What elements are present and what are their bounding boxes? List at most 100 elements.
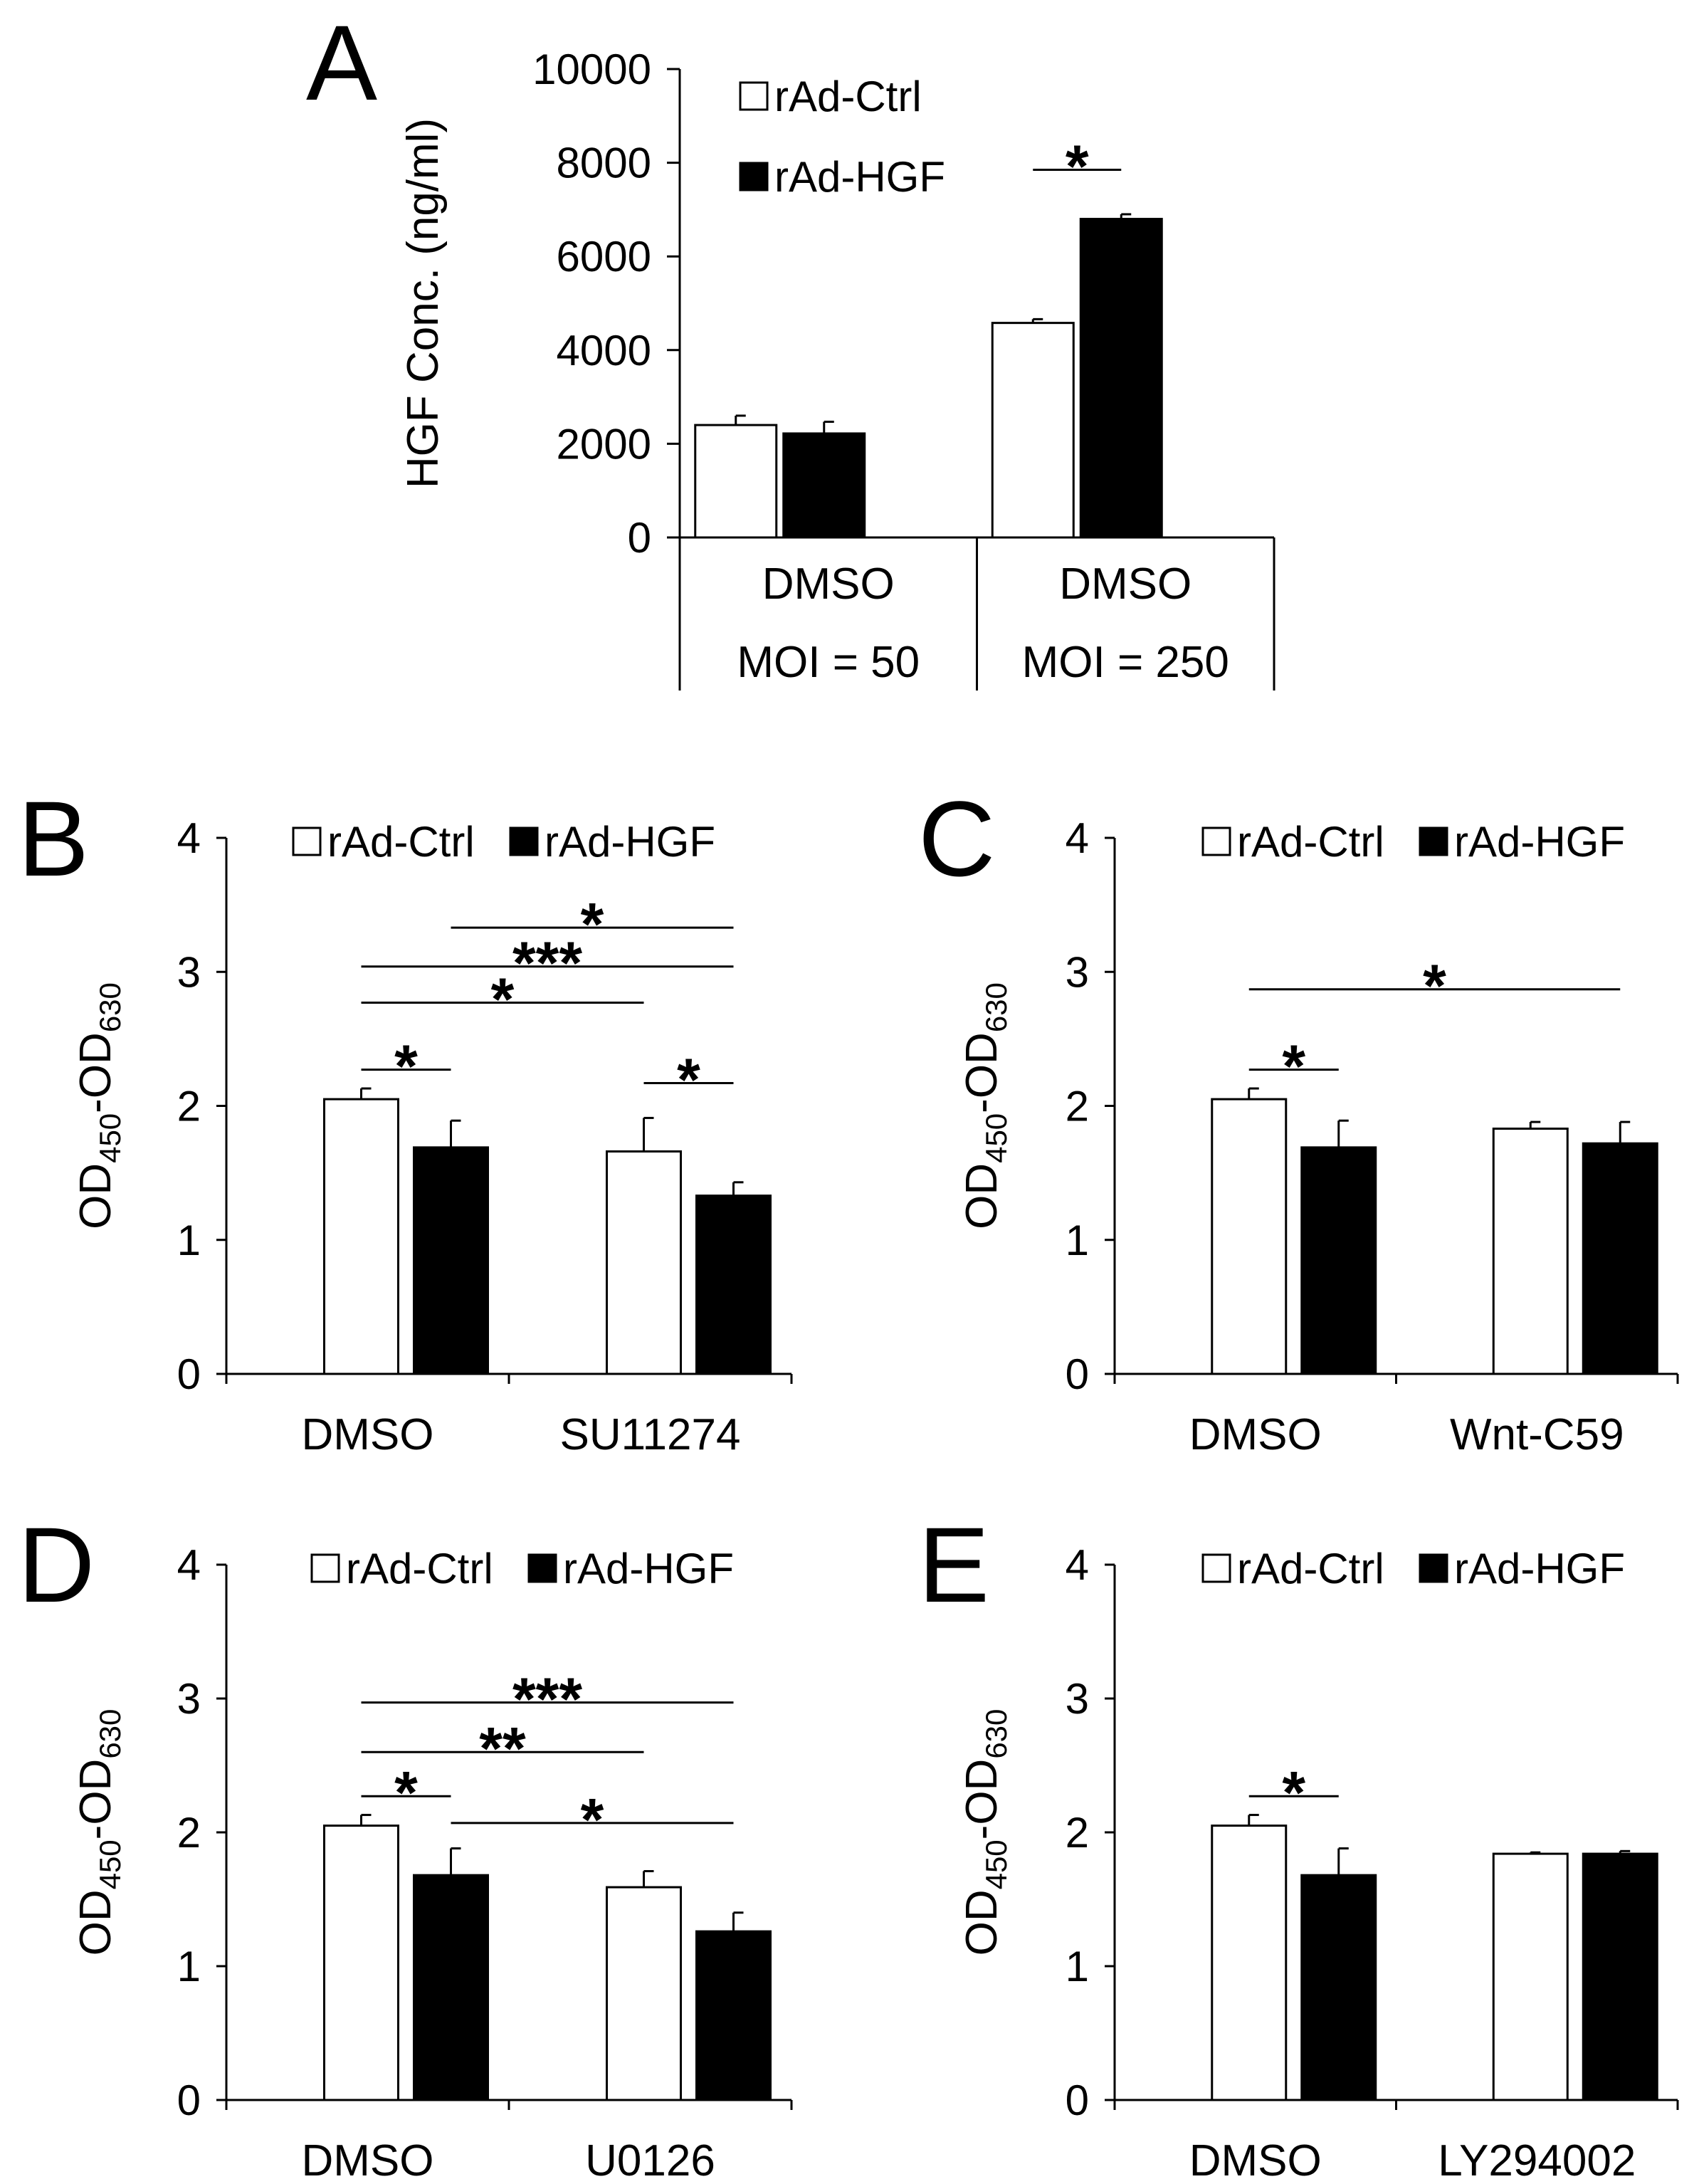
- y-axis-label: OD450-OD630: [957, 982, 1013, 1229]
- category-label: DMSO: [1189, 2136, 1322, 2184]
- bar-rad-hgf: [695, 1195, 772, 1375]
- legend-swatch: [1419, 1553, 1448, 1583]
- legend-swatch: [310, 1553, 340, 1583]
- legend-label: rAd-Ctrl: [346, 1545, 493, 1592]
- bar-rad-ctrl: [1492, 1128, 1569, 1375]
- bar-rad-ctrl: [323, 1825, 399, 2101]
- y-axis-label: OD450-OD630: [957, 1709, 1013, 1956]
- y-tick-label: 10000: [532, 46, 651, 93]
- legend-label: rAd-HGF: [774, 153, 945, 201]
- panel-a: A 0 2000 4000 6000 8000 10000 DMSO MOI = 50 DMSO M…: [306, 3, 1275, 691]
- y-tick-label: 4: [177, 814, 201, 862]
- y-tick-label: 2: [177, 1083, 201, 1130]
- y-tick-label: 6000: [557, 233, 651, 280]
- category-label: LY294002: [1438, 2136, 1636, 2184]
- bar-rad-ctrl: [606, 1886, 682, 2101]
- bar-rad-hgf: [1300, 1146, 1377, 1375]
- bar-rad-hgf: [413, 1874, 489, 2101]
- y-tick-label: 4: [1066, 1541, 1089, 1589]
- panel-letter: B: [18, 779, 89, 898]
- significance-label: *: [1282, 1759, 1305, 1826]
- legend-label: rAd-Ctrl: [1237, 818, 1384, 866]
- y-tick-label: 2000: [557, 420, 651, 468]
- category-label: MOI = 50: [737, 638, 920, 687]
- category-label: DMSO: [302, 2136, 434, 2184]
- panel-letter: C: [918, 779, 995, 898]
- bar-rad-hgf: [695, 1930, 772, 2101]
- legend-label: rAd-HGF: [563, 1545, 734, 1592]
- y-axis-label: OD450-OD630: [71, 982, 127, 1229]
- category-label: U0126: [585, 2136, 715, 2184]
- panel-letter: E: [918, 1505, 989, 1624]
- legend-swatch: [1201, 1553, 1231, 1583]
- y-tick-label: 2: [1066, 1083, 1089, 1130]
- bar-rad-hgf: [1582, 1142, 1658, 1375]
- panel-e: E 0 1 2 3 4 DMSO LY294002 * rAd-Ctrl rAd-HGF OD450-…: [918, 1505, 1679, 2184]
- significance-label: *: [394, 1033, 418, 1100]
- category-label: DMSO: [762, 560, 895, 609]
- bar-rad-ctrl: [606, 1150, 682, 1375]
- significance-label: *: [581, 1786, 604, 1853]
- legend-swatch: [509, 826, 539, 856]
- significance-label: *: [394, 1759, 418, 1826]
- y-tick-label: 3: [1066, 1675, 1089, 1723]
- y-tick-label: 1: [177, 1217, 201, 1264]
- significance-label: *: [1423, 952, 1446, 1019]
- y-tick-label: 4000: [557, 327, 651, 374]
- category-label: DMSO: [1059, 560, 1192, 609]
- y-tick-label: 1: [1066, 1217, 1089, 1264]
- y-tick-label: 2: [1066, 1809, 1089, 1857]
- legend-swatch: [1419, 826, 1448, 856]
- legend-label: rAd-HGF: [1454, 1545, 1625, 1592]
- category-label: SU11274: [560, 1410, 741, 1459]
- y-tick-label: 1: [1066, 1943, 1089, 1990]
- bar-rad-ctrl: [991, 322, 1075, 539]
- bar-rad-hgf: [1582, 1852, 1658, 2101]
- panel-c: C 0 1 2 3 4 DMSO Wnt-C59 * * rAd-Ctrl rAd-HGF OD450-…: [918, 779, 1679, 1459]
- bar-rad-ctrl: [694, 424, 778, 539]
- y-tick-label: 0: [1066, 1350, 1089, 1398]
- legend-label: rAd-HGF: [1454, 818, 1625, 866]
- bar-rad-hgf: [413, 1146, 489, 1375]
- category-label: Wnt-C59: [1450, 1410, 1624, 1459]
- y-tick-label: 8000: [557, 140, 651, 187]
- y-tick-label: 0: [1066, 2077, 1089, 2124]
- bar-rad-hgf: [782, 432, 866, 539]
- bar-rad-ctrl: [1211, 1825, 1288, 2101]
- legend-label: rAd-Ctrl: [1237, 1545, 1384, 1592]
- bar-rad-ctrl: [1492, 1852, 1569, 2101]
- bar-rad-hgf: [1300, 1874, 1377, 2101]
- y-tick-label: 3: [177, 948, 201, 996]
- significance-label: *: [581, 891, 604, 957]
- legend-label: rAd-HGF: [545, 818, 715, 866]
- significance-label: *: [1066, 132, 1089, 199]
- panel-letter: D: [18, 1505, 95, 1624]
- category-label: DMSO: [302, 1410, 434, 1459]
- y-tick-label: 0: [628, 514, 651, 562]
- legend-swatch: [527, 1553, 557, 1583]
- legend-swatch: [739, 162, 769, 191]
- significance-label: *: [491, 966, 515, 1033]
- category-label: DMSO: [1189, 1410, 1322, 1459]
- bar-rad-ctrl: [323, 1098, 399, 1375]
- y-tick-label: 3: [1066, 948, 1089, 996]
- legend-swatch: [292, 826, 322, 856]
- y-tick-label: 0: [177, 2077, 201, 2124]
- y-axis-label: HGF Conc. (ng/ml): [399, 118, 448, 488]
- category-label: MOI = 250: [1022, 638, 1229, 687]
- y-tick-label: 1: [177, 1943, 201, 1990]
- legend-swatch: [1201, 826, 1231, 856]
- y-axis-label: OD450-OD630: [71, 1709, 127, 1956]
- legend-swatch: [739, 81, 769, 111]
- y-tick-label: 4: [177, 1541, 201, 1589]
- y-tick-label: 4: [1066, 814, 1089, 862]
- panel-letter: A: [306, 3, 377, 122]
- significance-label: **: [479, 1715, 526, 1782]
- legend-label: rAd-Ctrl: [327, 818, 475, 866]
- legend-label: rAd-Ctrl: [774, 73, 922, 120]
- significance-label: ***: [512, 930, 582, 997]
- bar-rad-hgf: [1079, 218, 1163, 539]
